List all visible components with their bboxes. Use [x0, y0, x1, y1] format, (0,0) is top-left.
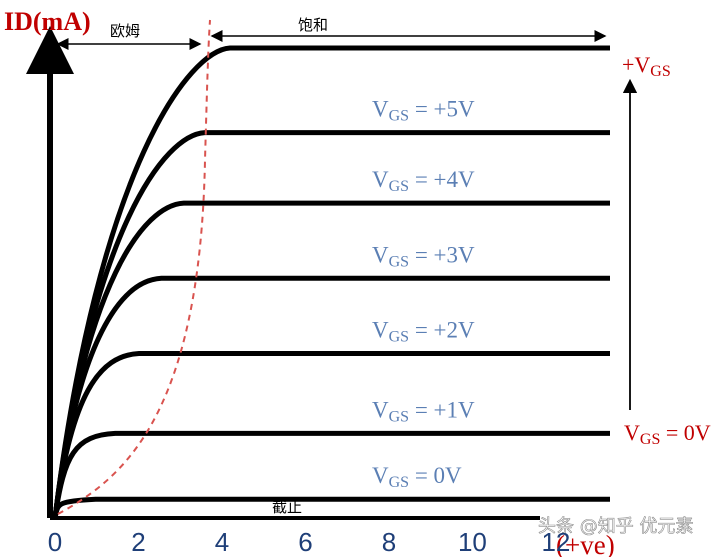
vgs-label: VGS = +1V: [372, 397, 475, 425]
vgs-label: VGS = 0V: [372, 463, 462, 491]
curve-+5V: [52, 130, 610, 519]
x-tick-label: 2: [131, 527, 145, 557]
watermark: 头条 @知乎 优元素: [538, 516, 693, 537]
vgs-label: VGS = +5V: [372, 97, 475, 125]
side-label-top: +VGS: [622, 52, 671, 80]
x-tick-label: 10: [458, 527, 487, 557]
vgs-label: VGS = +4V: [372, 167, 475, 195]
curve-+1V: [52, 430, 610, 519]
curve-0V: [52, 496, 610, 519]
side-label-bottom: VGS = 0V: [624, 420, 711, 448]
ohmic-saturation-boundary: [57, 19, 211, 515]
x-axis-title: (+ve): [556, 530, 615, 557]
saturation-label: 饱和: [298, 16, 328, 34]
x-tick-label: 6: [298, 527, 312, 557]
curve-+4V: [52, 200, 610, 519]
curve-+3V: [52, 275, 610, 519]
vgs-label: VGS = +2V: [372, 318, 475, 346]
x-tick-label: 0: [48, 527, 62, 557]
x-tick-label: 12: [541, 527, 570, 557]
x-tick-label: 8: [382, 527, 396, 557]
x-tick-label: 4: [215, 527, 229, 557]
y-axis-title: ID(mA): [4, 7, 91, 36]
cutoff-label: 截止: [272, 498, 302, 516]
curve-top: [52, 45, 610, 519]
vgs-label: VGS = +3V: [372, 242, 475, 270]
ohmic-label: 欧姆: [110, 22, 140, 40]
